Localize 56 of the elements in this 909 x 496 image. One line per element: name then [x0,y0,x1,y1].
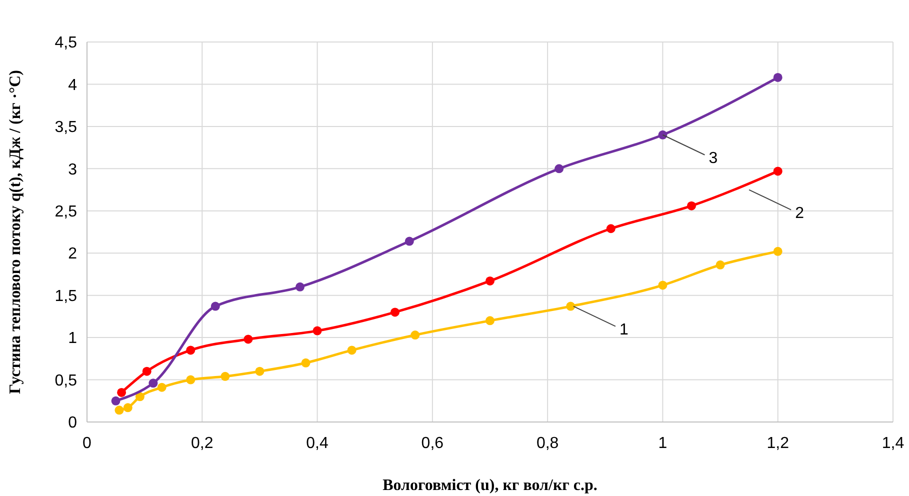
x-tick-label: 1,4 [882,435,904,452]
point [186,375,196,384]
point [244,334,253,344]
annotation: 3 [708,150,718,167]
point [220,372,230,381]
point [773,246,782,256]
point [410,330,420,340]
point [114,406,124,415]
point [347,346,356,355]
point [157,382,166,392]
y-tick-label: 1,5 [54,288,78,305]
x-tick-label: 1,2 [766,435,790,452]
point [111,396,120,406]
y-tick-label: 3 [68,161,78,178]
point [716,260,725,270]
point [296,282,305,292]
x-tick-label: 0 [82,435,92,452]
y-axis-title: Густина теплового потоку q(t), кДж / (кг ·°C) [7,70,24,394]
point [142,366,152,376]
point [148,378,158,388]
y-tick-label: 0,5 [54,372,78,390]
point [486,316,494,326]
annotation: 1 [619,321,628,338]
point [404,236,414,246]
x-tick-label: 0,8 [536,435,559,452]
x-tick-label: 1 [658,435,668,452]
x-tick-label: 0,2 [191,435,214,452]
point [390,308,400,317]
y-tick-label: 1 [68,330,78,348]
y-tick-label: 3,5 [54,119,78,136]
x-tick-label: 0,6 [421,435,444,452]
point [486,276,494,286]
point [606,224,616,234]
x-tick-label: 0,4 [306,435,329,452]
point [773,72,782,82]
point [566,302,576,311]
y-tick-label: 2,5 [54,203,78,220]
point [210,302,220,311]
point [255,366,264,376]
point [658,130,668,140]
point [312,326,322,336]
point [554,164,564,174]
y-tick-label: 4,5 [54,34,78,52]
point [687,201,696,210]
y-tick-label: 0 [68,414,78,432]
x-axis-title: Вологовміст (u), кг вол/кг с.р. [382,477,598,494]
point [773,166,782,176]
point [117,388,126,397]
point [301,358,310,368]
annotation: 2 [795,204,804,222]
point [186,346,196,355]
y-tick-label: 4 [68,76,78,94]
y-tick-label: 2 [68,246,78,263]
point [658,280,668,290]
point [123,403,132,412]
point [135,392,144,402]
